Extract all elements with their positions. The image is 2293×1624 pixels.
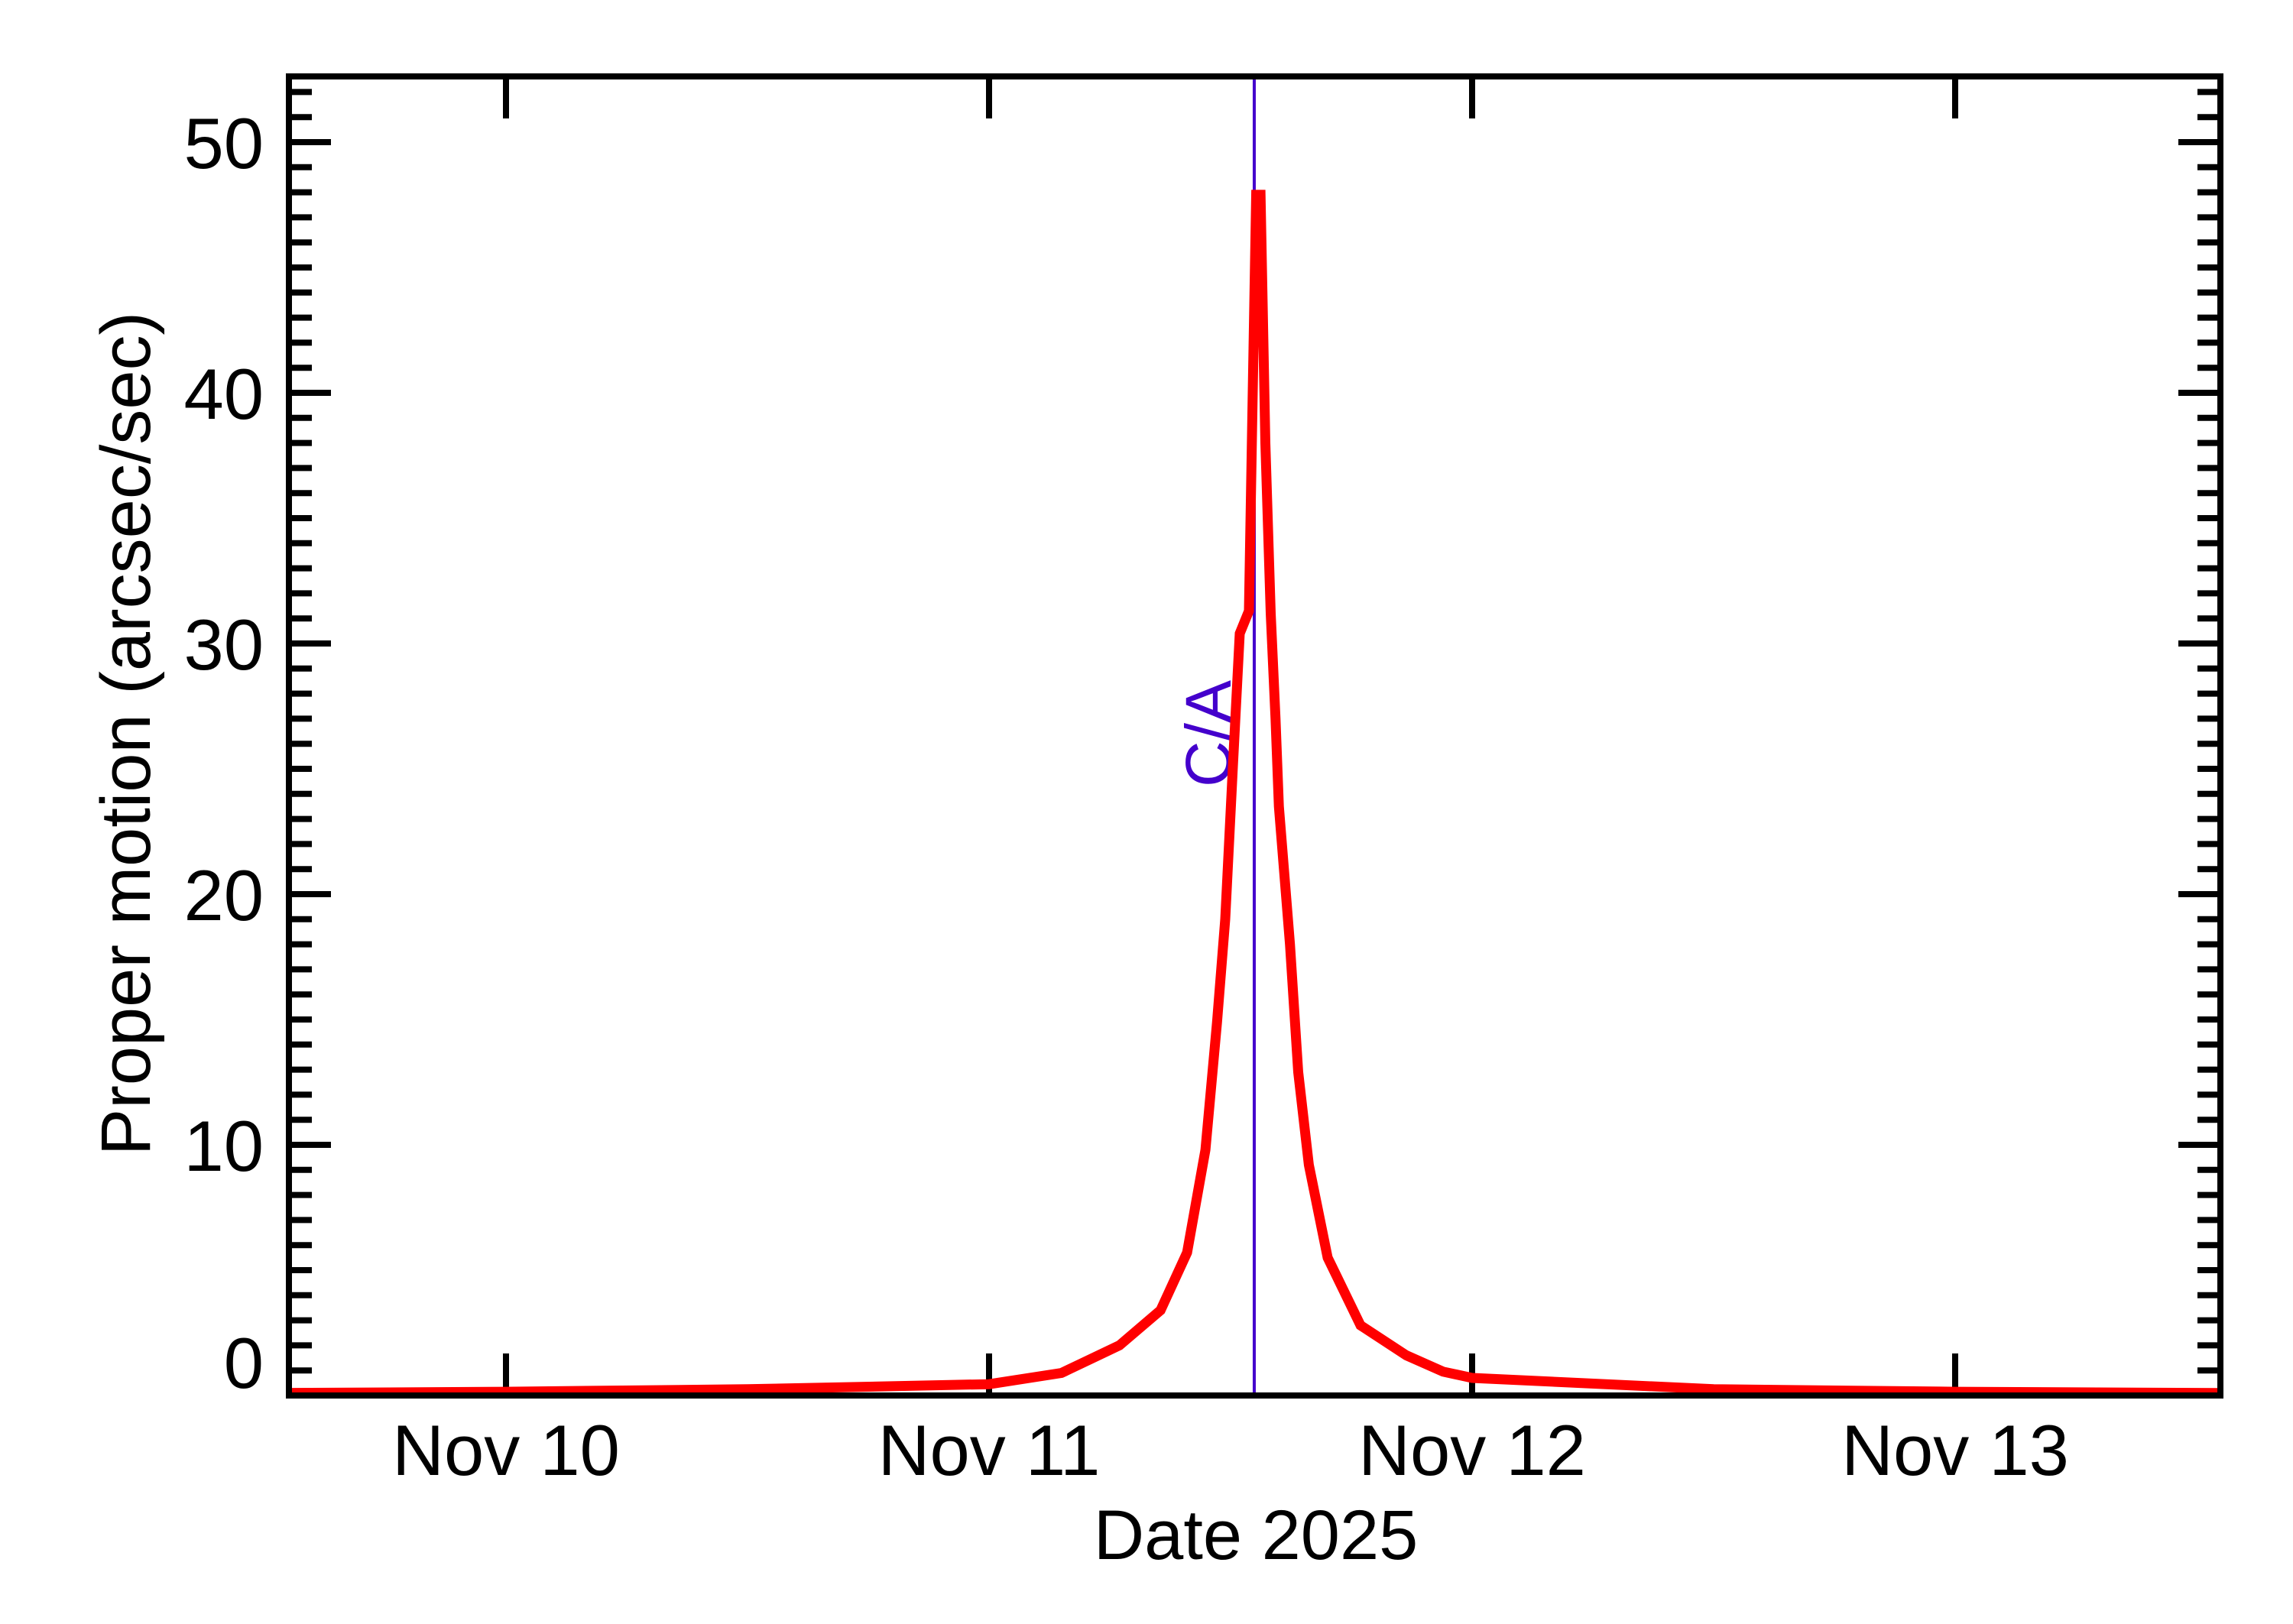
proper-motion-curve <box>289 190 2221 1399</box>
y-tick-labels: 0 10 20 30 40 50 <box>183 103 264 1403</box>
y-tick-label: 30 <box>183 605 264 685</box>
plot-frame <box>286 73 2223 1399</box>
y-tick-label: 0 <box>224 1323 264 1403</box>
y-minor-ticks <box>289 89 2220 1374</box>
y-tick-label: 50 <box>183 103 264 183</box>
x-tick-labels: Nov 10 Nov 11 Nov 12 Nov 13 <box>392 1410 2069 1490</box>
major-ticks <box>289 76 2220 1395</box>
y-axis-title: Proper motion (arcsec/sec) <box>87 312 165 1156</box>
x-tick-label: Nov 10 <box>392 1410 620 1490</box>
y-tick-label: 10 <box>183 1106 264 1186</box>
y-tick-label: 40 <box>183 354 264 434</box>
y-tick-label: 20 <box>183 855 264 935</box>
x-axis-title: Date 2025 <box>1094 1496 1419 1574</box>
x-tick-label: Nov 11 <box>878 1410 1101 1490</box>
x-tick-label: Nov 13 <box>1841 1410 2069 1490</box>
x-tick-label: Nov 12 <box>1358 1410 1586 1490</box>
